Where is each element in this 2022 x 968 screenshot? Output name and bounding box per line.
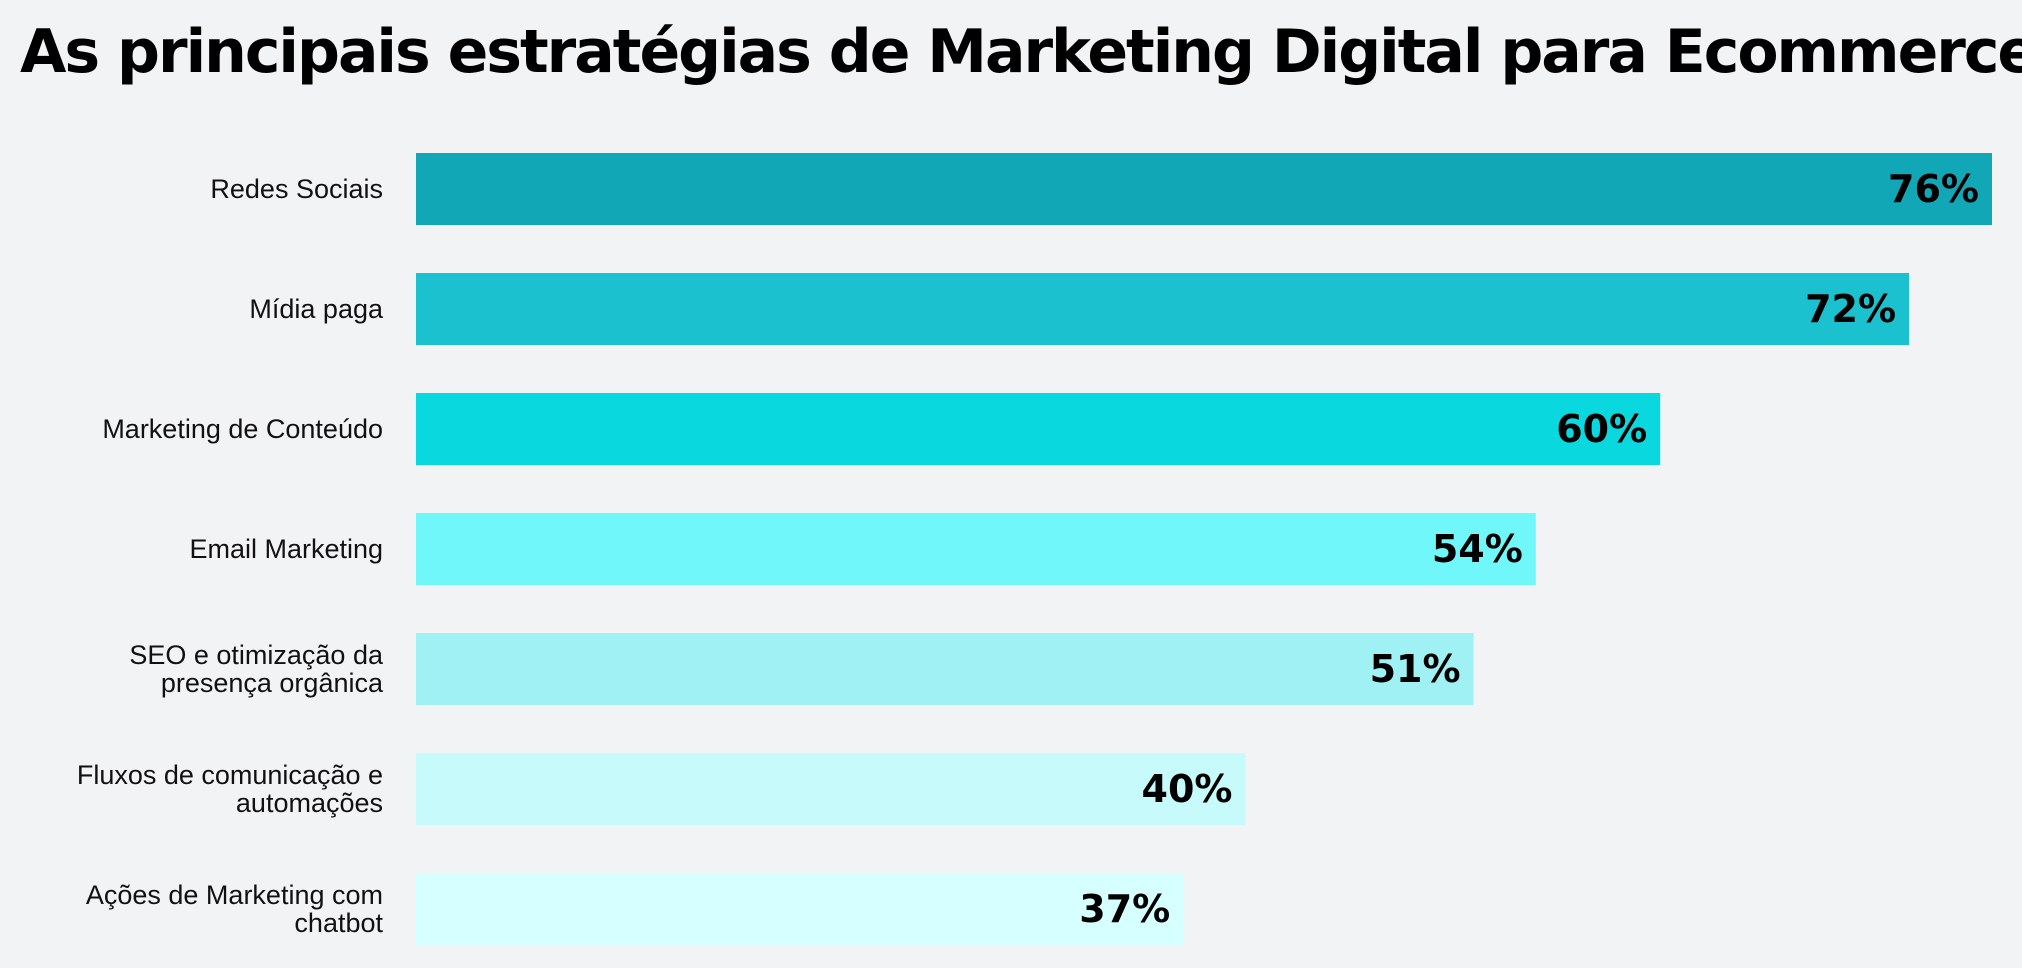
- bar-6: [416, 753, 1246, 825]
- value-label-6: 40%: [1142, 767, 1233, 811]
- value-label-5: 51%: [1370, 647, 1461, 691]
- category-label-6-line-1: Fluxos de comunicação e: [77, 760, 383, 790]
- category-label-3-line-1: Marketing de Conteúdo: [102, 414, 383, 444]
- category-label-5-line-2: presença orgânica: [161, 668, 384, 698]
- chart-title: As principais estratégias de Marketing D…: [20, 17, 2022, 87]
- value-label-4: 54%: [1432, 527, 1523, 571]
- bar-2: [416, 273, 1910, 345]
- bar-7: [416, 873, 1184, 945]
- category-label-7-line-2: chatbot: [294, 908, 383, 938]
- category-label-1-line-1: Redes Sociais: [210, 174, 383, 204]
- bar-4: [416, 513, 1536, 585]
- category-label-2-line-1: Mídia paga: [249, 294, 384, 324]
- category-label-6-line-2: automações: [236, 788, 383, 818]
- category-label-7-line-1: Ações de Marketing com: [86, 880, 383, 910]
- value-label-2: 72%: [1805, 287, 1896, 331]
- category-label-5-line-1: SEO e otimização da: [129, 640, 384, 670]
- category-label-4-line-1: Email Marketing: [189, 534, 383, 564]
- value-label-7: 37%: [1079, 887, 1170, 931]
- value-label-1: 76%: [1888, 167, 1979, 211]
- bar-5: [416, 633, 1474, 705]
- value-label-3: 60%: [1556, 407, 1647, 451]
- bar-3: [416, 393, 1661, 465]
- bar-1: [416, 153, 1992, 225]
